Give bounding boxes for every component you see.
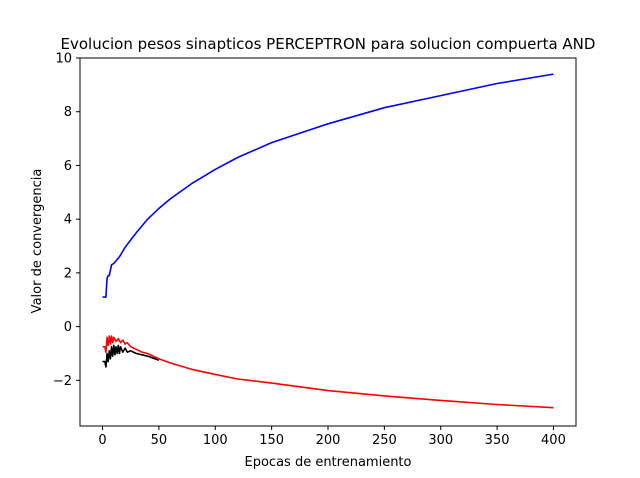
x-tick-label: 350 bbox=[485, 433, 510, 448]
y-ticks: −2 0 2 4 6 8 10 bbox=[53, 52, 80, 389]
y-tick-label: 2 bbox=[64, 266, 72, 281]
y-tick-label: 10 bbox=[55, 52, 72, 67]
x-tick-label: 200 bbox=[316, 433, 341, 448]
x-tick-label: 150 bbox=[259, 433, 284, 448]
y-tick-label: 8 bbox=[64, 105, 72, 120]
x-tick-label: 250 bbox=[372, 433, 397, 448]
series-line-3 bbox=[102, 335, 554, 409]
chart-title: Evolucion pesos sinapticos PERCEPTRON pa… bbox=[61, 35, 596, 53]
x-tick-label: 50 bbox=[151, 433, 168, 448]
x-tick-label: 400 bbox=[541, 433, 566, 448]
y-tick-label: 0 bbox=[64, 320, 72, 335]
series-line-1 bbox=[102, 73, 554, 298]
x-ticks: 0 50 100 150 200 250 300 350 400 bbox=[98, 426, 566, 448]
y-tick-label: 4 bbox=[64, 213, 72, 228]
x-axis-label: Epocas de entrenamiento bbox=[245, 455, 412, 470]
series-line-2 bbox=[102, 344, 160, 368]
y-tick-label: 6 bbox=[64, 159, 72, 174]
x-tick-label: 100 bbox=[203, 433, 228, 448]
y-tick-label: −2 bbox=[53, 374, 72, 389]
plot-frame bbox=[79, 57, 577, 427]
x-tick-label: 300 bbox=[428, 433, 453, 448]
plot-lines bbox=[102, 73, 554, 409]
x-tick-label: 0 bbox=[98, 433, 106, 448]
y-axis-label: Valor de convergencia bbox=[30, 169, 45, 314]
